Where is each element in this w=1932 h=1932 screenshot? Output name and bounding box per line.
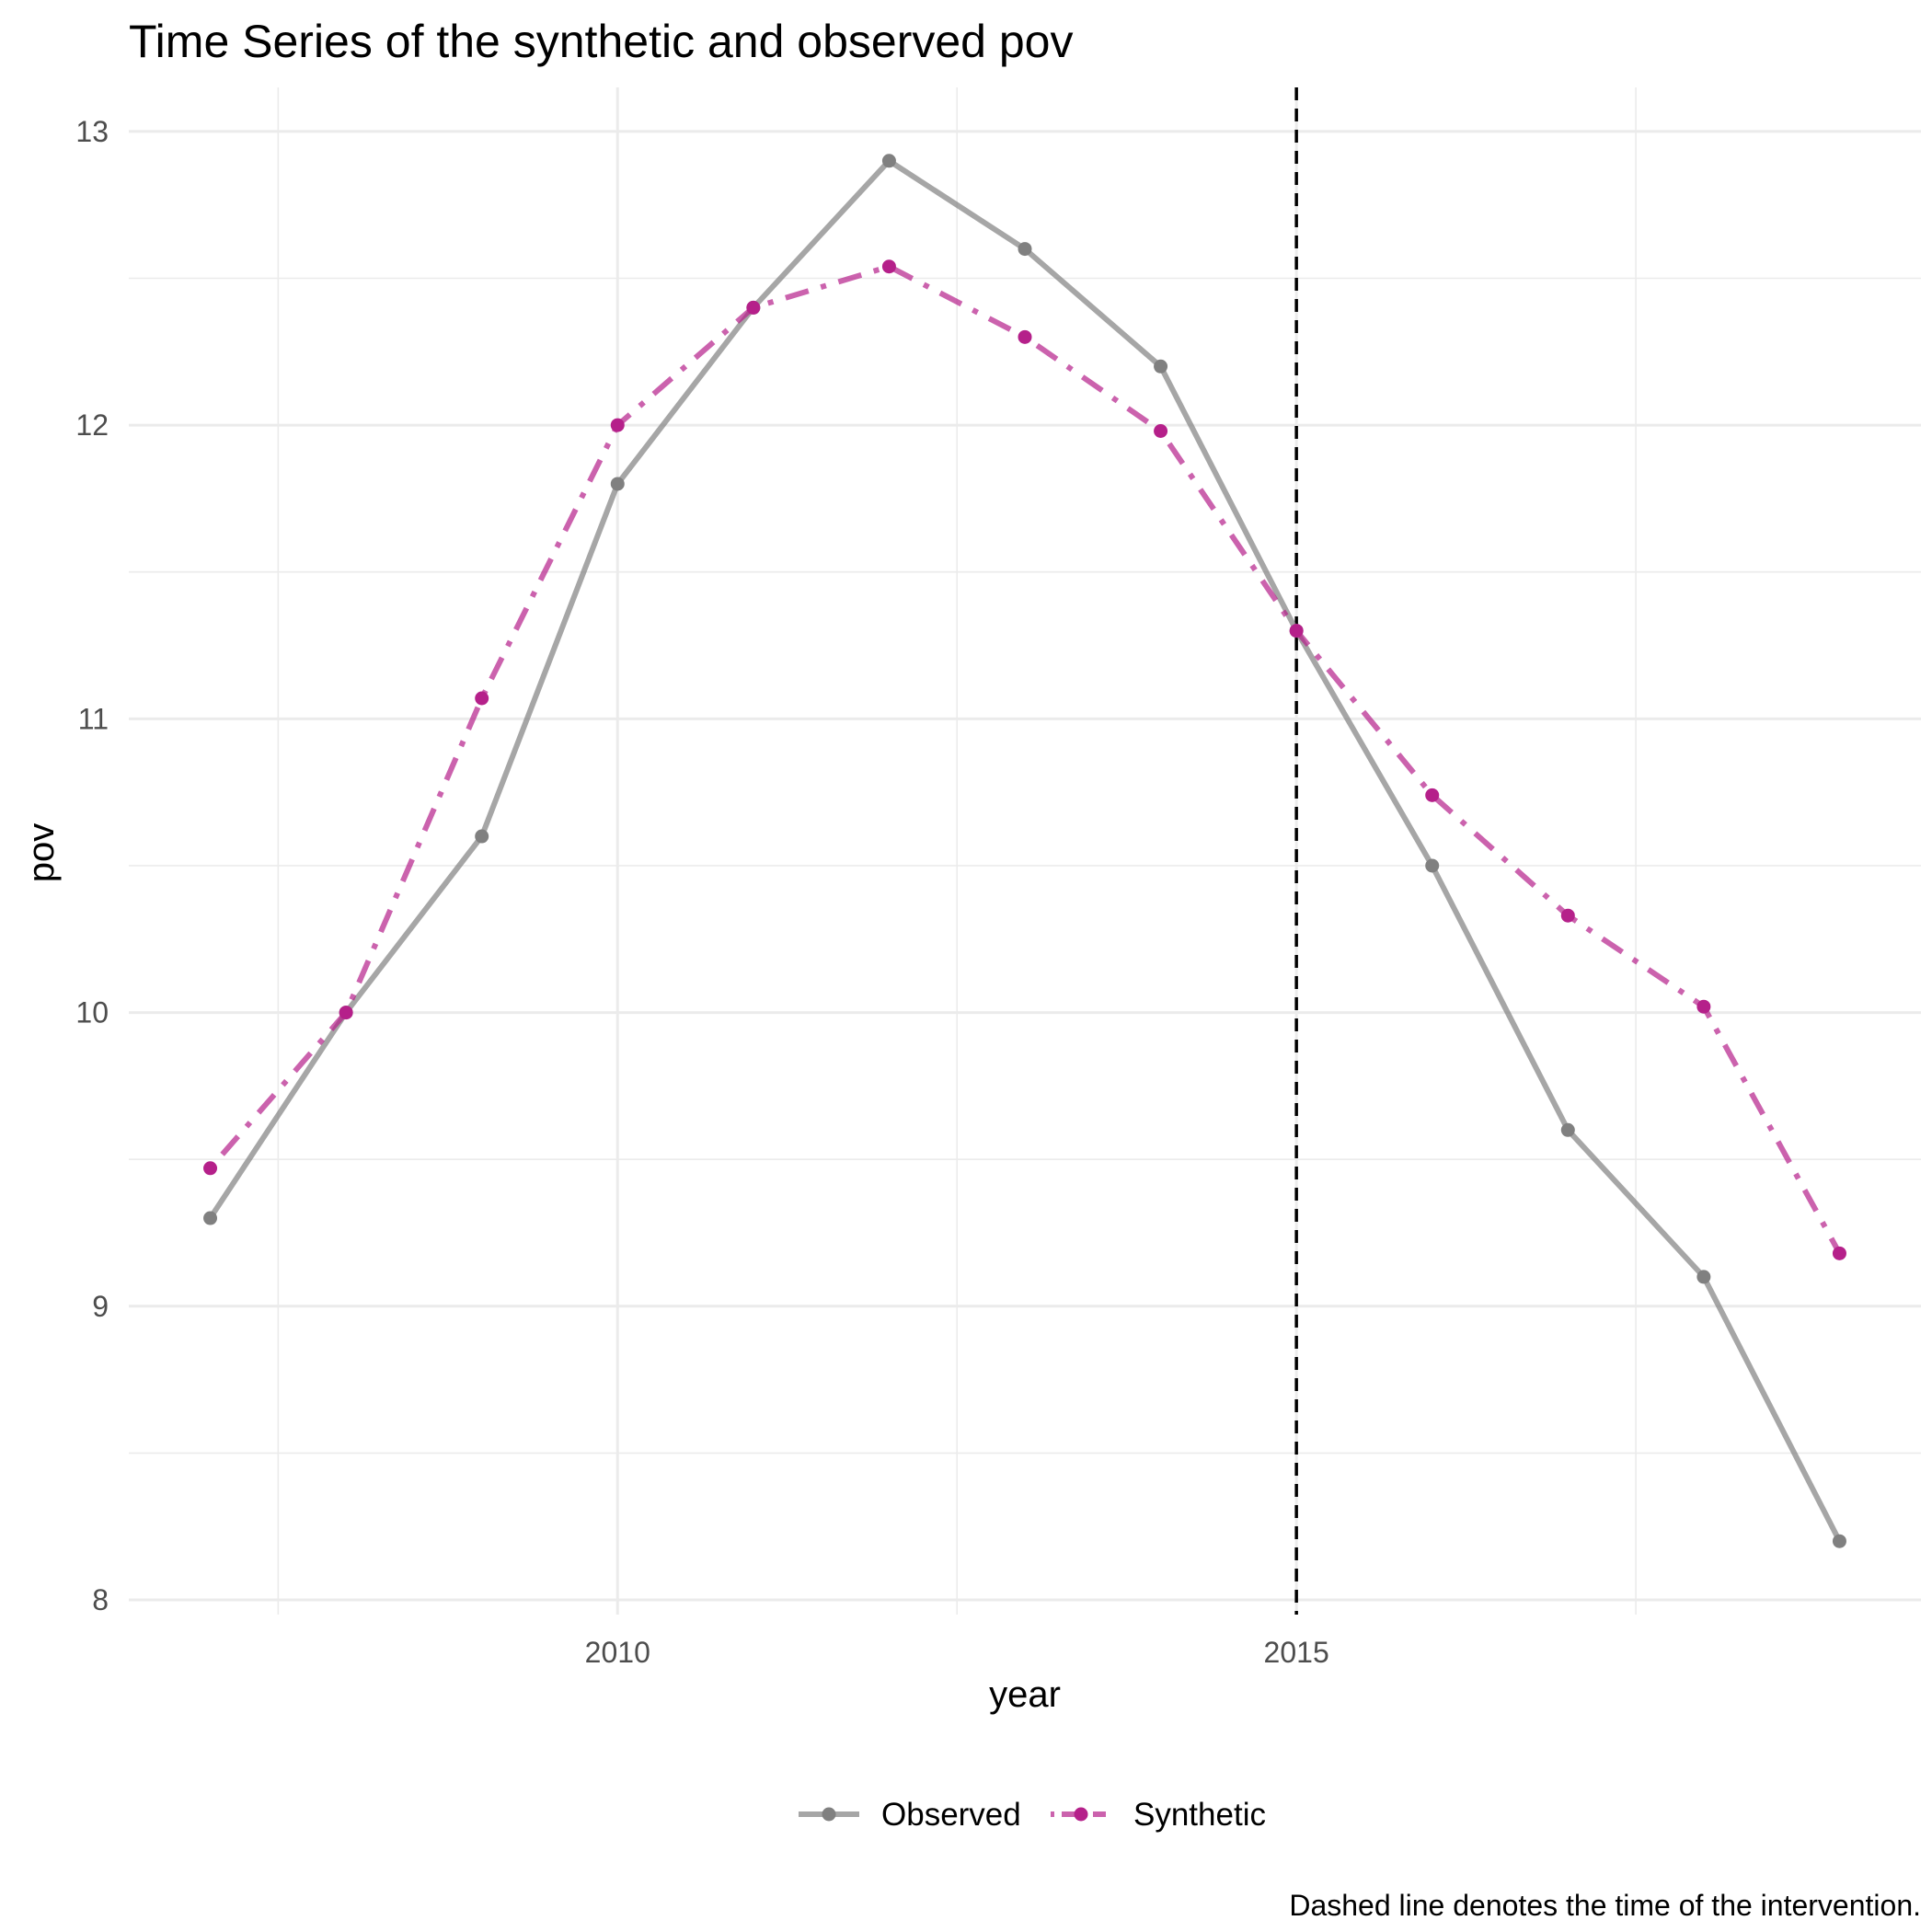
data-point-observed — [203, 1211, 218, 1225]
grid-minor — [129, 87, 1921, 1615]
y-tick-label: 8 — [92, 1583, 109, 1616]
data-point-observed — [1832, 1534, 1846, 1548]
legend-label-synthetic: Synthetic — [1133, 1797, 1266, 1833]
x-axis-label: year — [989, 1674, 1061, 1715]
data-point-synthetic — [1154, 424, 1168, 438]
legend-key-point-observed — [822, 1807, 836, 1822]
data-point-observed — [1560, 1122, 1575, 1137]
legend-label-observed: Observed — [881, 1797, 1021, 1833]
x-tick-label: 2010 — [585, 1636, 650, 1669]
data-point-observed — [881, 154, 896, 168]
data-point-observed — [1018, 242, 1032, 257]
data-point-observed — [1154, 359, 1168, 374]
data-point-synthetic — [610, 418, 625, 432]
axis-ticks: 8 9 10 11 12 13 2010 2015 — [75, 115, 1328, 1669]
data-point-synthetic — [475, 691, 489, 706]
y-tick-label: 10 — [75, 996, 109, 1029]
chart-title: Time Series of the synthetic and observe… — [129, 16, 1073, 67]
data-point-synthetic — [746, 300, 761, 315]
y-tick-label: 13 — [75, 115, 109, 148]
grid-major — [129, 87, 1921, 1615]
y-axis-label: pov — [21, 823, 62, 883]
data-point-synthetic — [1560, 908, 1575, 923]
series-line-observed — [207, 157, 1843, 1543]
x-tick-label: 2015 — [1264, 1636, 1329, 1669]
data-point-synthetic — [1696, 999, 1711, 1014]
data-point-synthetic — [881, 259, 896, 274]
legend: Observed Synthetic — [799, 1797, 1266, 1833]
series-layer — [203, 154, 1846, 1548]
data-point-synthetic — [1832, 1246, 1846, 1260]
y-tick-label: 12 — [75, 408, 109, 442]
legend-key-point-synthetic — [1074, 1807, 1088, 1822]
y-tick-label: 9 — [92, 1290, 109, 1323]
data-point-synthetic — [339, 1006, 353, 1020]
series-line-synthetic — [208, 263, 1843, 1255]
data-point-observed — [1696, 1270, 1711, 1284]
data-point-observed — [475, 829, 489, 844]
chart-caption: Dashed line denotes the time of the inte… — [1289, 1889, 1921, 1922]
data-point-synthetic — [1289, 624, 1304, 638]
data-point-observed — [610, 477, 625, 491]
y-tick-label: 11 — [78, 702, 109, 735]
data-point-synthetic — [203, 1161, 218, 1176]
data-point-synthetic — [1425, 788, 1440, 802]
data-point-observed — [1425, 858, 1440, 873]
data-point-synthetic — [1018, 329, 1032, 344]
